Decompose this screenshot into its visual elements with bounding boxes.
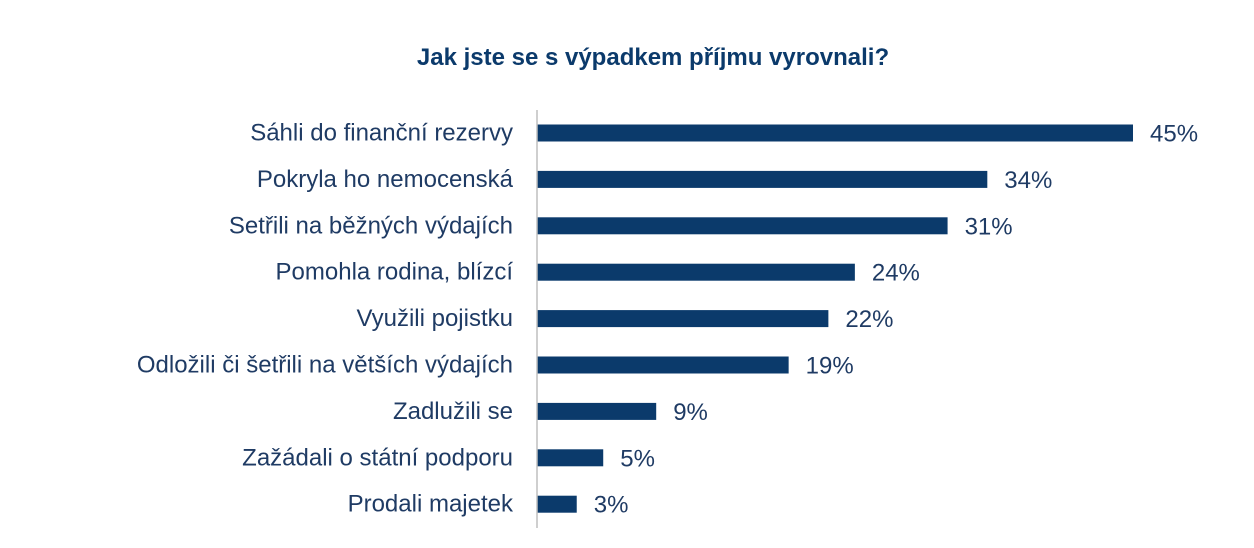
category-label: Sáhli do finanční rezervy (250, 120, 513, 147)
bar (537, 124, 1133, 142)
bar (537, 449, 604, 467)
value-label: 3% (594, 492, 629, 519)
category-label: Zadlužili se (393, 398, 513, 425)
bar (537, 495, 577, 513)
chart-title: Jak jste se s výpadkem příjmu vyrovnali? (416, 44, 890, 71)
category-label: Setřili na běžných výdajích (229, 212, 513, 239)
bar (537, 310, 829, 328)
value-label: 9% (673, 399, 708, 426)
value-label: 34% (1004, 167, 1052, 194)
category-label: Odložili či šetřili na větších výdajích (137, 352, 513, 379)
bar (537, 263, 855, 281)
bar (537, 402, 657, 420)
value-label: 24% (872, 260, 920, 287)
category-label: Pokryla ho nemocenská (257, 166, 514, 193)
value-label: 22% (845, 306, 893, 333)
category-label: Využili pojistku (356, 305, 513, 332)
bar (537, 356, 789, 374)
category-label: Prodali majetek (348, 491, 514, 518)
value-label: 45% (1150, 121, 1198, 148)
category-label: Zažádali o státní podporu (242, 444, 513, 471)
bars-layer: Sáhli do finanční rezervy 45% Pokryla ho n… (137, 120, 1198, 519)
bar (537, 170, 988, 188)
bar (537, 217, 948, 235)
value-label: 5% (620, 445, 655, 472)
value-label: 19% (806, 353, 854, 380)
value-label: 31% (965, 213, 1013, 240)
category-label: Pomohla rodina, blízcí (276, 259, 514, 286)
